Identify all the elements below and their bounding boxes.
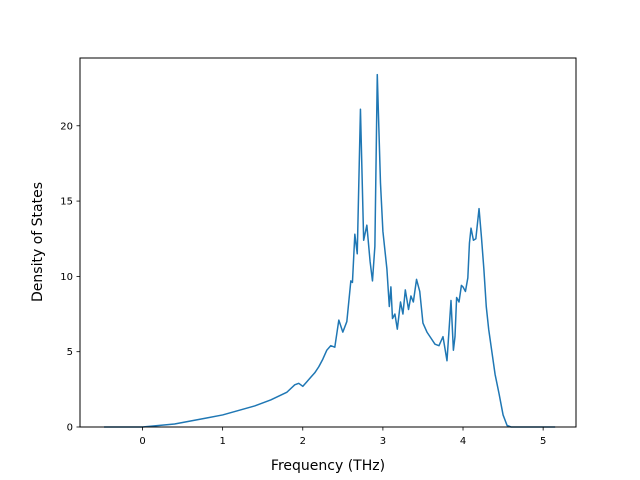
y-tick-label: 10 <box>60 272 73 283</box>
y-tick-label: 0 <box>67 423 73 434</box>
x-tick-label: 0 <box>139 436 145 447</box>
y-axis-label: Density of States <box>30 182 46 302</box>
y-tick-label: 5 <box>67 347 73 358</box>
x-tick-label: 2 <box>300 436 306 447</box>
x-axis-ticks: 0 1 2 3 4 5 <box>139 427 546 447</box>
plot-area <box>104 73 556 428</box>
x-tick-label: 3 <box>380 436 386 447</box>
y-tick-label: 15 <box>60 197 73 208</box>
y-tick-label: 20 <box>60 121 73 132</box>
x-tick-label: 4 <box>460 436 466 447</box>
series-line-0 <box>104 73 556 428</box>
plot-frame <box>79 57 577 428</box>
x-tick-label: 1 <box>219 436 225 447</box>
x-tick-label: 5 <box>540 436 546 447</box>
x-axis-label: Frequency (THz) <box>271 458 385 474</box>
y-axis-ticks: 0 5 10 15 20 <box>60 121 80 434</box>
